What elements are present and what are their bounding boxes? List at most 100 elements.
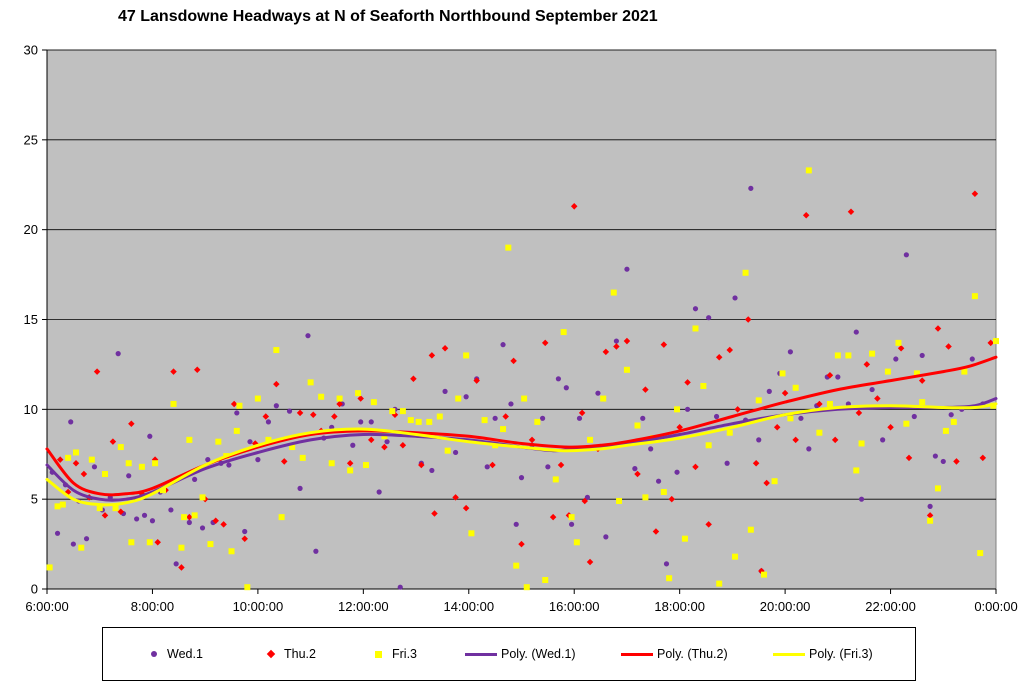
data-point — [178, 564, 185, 571]
data-point — [632, 466, 638, 472]
data-point — [115, 351, 121, 357]
data-point — [539, 415, 546, 421]
data-point — [771, 478, 778, 485]
data-point — [173, 561, 179, 567]
legend-line-poly-thu2 — [621, 652, 653, 656]
data-point — [587, 436, 594, 443]
data-point — [744, 316, 752, 323]
data-point — [215, 438, 222, 445]
data-point — [492, 415, 498, 421]
data-point — [72, 449, 79, 456]
data-point — [278, 514, 285, 521]
y-axis: 0 5 10 15 20 25 30 — [24, 43, 48, 597]
legend-label-wed1: Wed.1 — [167, 647, 203, 661]
data-point — [935, 485, 942, 492]
data-point — [228, 548, 235, 555]
data-point — [874, 395, 881, 402]
data-point — [816, 429, 823, 436]
data-point — [473, 377, 480, 384]
x-tick-label: 14:00:00 — [443, 599, 494, 614]
legend-item-poly-thu2: Poly. (Thu.2) — [621, 628, 728, 680]
data-point — [484, 464, 490, 470]
data-point — [674, 469, 680, 475]
data-point — [523, 584, 530, 591]
data-point — [897, 344, 905, 352]
data-point — [265, 419, 272, 425]
data-point — [505, 244, 512, 251]
data-point — [442, 388, 448, 394]
data-point — [518, 475, 525, 481]
x-tick-label: 6:00:00 — [25, 599, 68, 614]
x-tick-label: 0:00:00 — [974, 599, 1017, 614]
data-point — [381, 433, 388, 440]
data-point — [426, 418, 433, 425]
data-point — [927, 503, 933, 509]
data-point — [652, 528, 660, 535]
data-point — [247, 439, 253, 445]
data-point — [399, 442, 407, 449]
data-point — [463, 394, 469, 400]
data-point — [407, 417, 414, 424]
data-point — [555, 376, 562, 382]
data-point — [186, 519, 192, 526]
data-point — [568, 521, 575, 527]
legend-marker-fri3 — [375, 650, 382, 658]
data-point — [977, 550, 984, 557]
data-point — [542, 577, 549, 584]
data-point — [748, 185, 754, 191]
data-point — [318, 393, 325, 400]
data-point — [560, 329, 567, 336]
data-point — [126, 473, 132, 479]
legend-line-poly-fri3 — [773, 652, 805, 656]
y-tick-label: 20 — [24, 222, 38, 237]
data-point — [233, 427, 240, 434]
data-point — [887, 424, 894, 431]
data-point — [418, 461, 425, 469]
data-point — [273, 347, 280, 354]
data-point — [305, 333, 311, 339]
data-point — [911, 413, 917, 420]
data-point — [54, 530, 61, 536]
legend-item-wed1: Wed.1 — [151, 628, 203, 680]
data-point — [845, 352, 852, 359]
data-point — [178, 544, 185, 551]
data-point — [732, 553, 739, 560]
data-point — [979, 454, 987, 462]
data-point — [101, 512, 109, 519]
data-point — [766, 388, 772, 394]
data-point — [826, 371, 834, 379]
data-point — [186, 436, 193, 443]
data-point — [199, 494, 206, 501]
data-point — [429, 467, 435, 474]
data-point — [170, 400, 177, 407]
data-point — [134, 516, 140, 522]
data-point — [595, 390, 601, 396]
y-tick-label: 25 — [24, 132, 38, 147]
data-point — [781, 389, 789, 397]
data-point — [513, 521, 519, 527]
data-point — [468, 530, 475, 537]
data-point — [242, 528, 248, 535]
data-point — [603, 534, 609, 540]
legend-marker-thu2 — [266, 649, 276, 659]
data-point — [65, 454, 72, 461]
data-point — [552, 476, 559, 483]
data-point — [313, 548, 319, 554]
data-point — [926, 512, 934, 519]
data-point — [255, 457, 261, 463]
data-point — [563, 385, 569, 391]
data-point — [328, 460, 335, 467]
data-point — [147, 433, 153, 439]
data-point — [853, 329, 859, 335]
y-tick-label: 0 — [31, 582, 38, 597]
y-tick-label: 30 — [24, 43, 38, 58]
data-point — [880, 437, 886, 443]
data-point — [773, 424, 781, 431]
data-point — [674, 406, 681, 413]
data-point — [376, 489, 382, 495]
data-point — [191, 512, 198, 519]
legend-label-poly-thu2: Poly. (Thu.2) — [657, 647, 728, 661]
data-point — [128, 539, 135, 546]
data-point — [692, 306, 699, 312]
trendlines — [45, 355, 998, 507]
